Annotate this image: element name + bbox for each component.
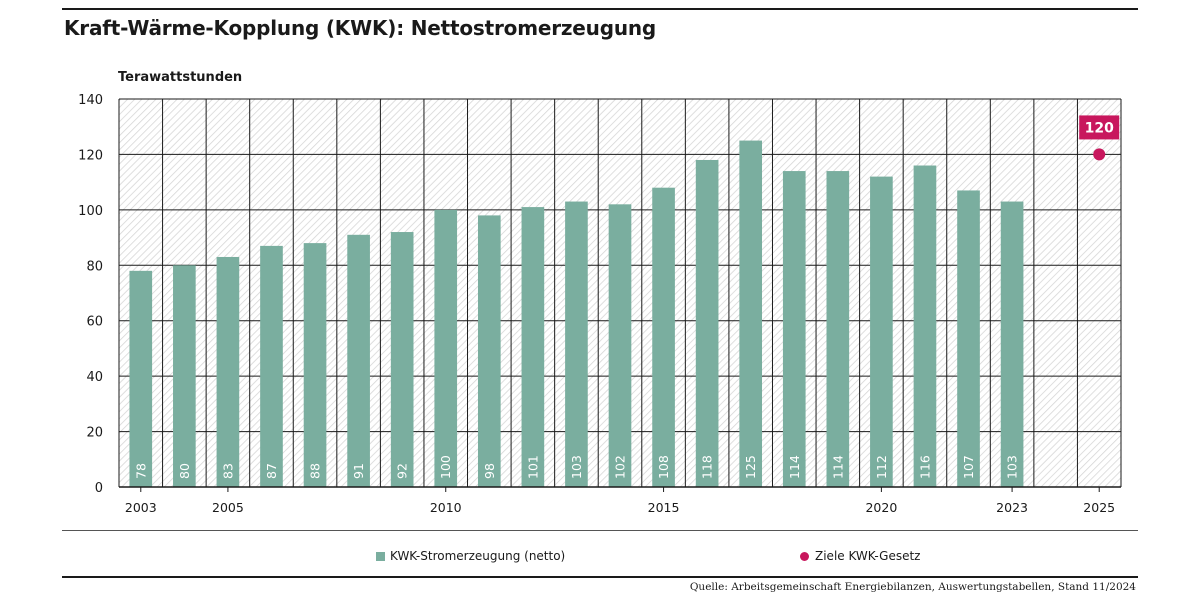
legend-swatch-bar [376, 551, 385, 561]
x-tick-label: 2015 [648, 500, 680, 515]
bar [652, 187, 675, 487]
bar [129, 270, 153, 487]
bottom-rule [62, 576, 1138, 578]
bar [216, 256, 240, 487]
bar [390, 232, 414, 487]
target-value-label: 120 [1085, 120, 1114, 136]
source-note: Quelle: Arbeitsgemeinschaft Energiebilan… [689, 581, 1136, 593]
legend-item-kwk-stromerzeugung: KWK-Stromerzeugung (netto) [376, 549, 565, 563]
bar [347, 234, 370, 487]
bar-value-label: 107 [961, 455, 976, 479]
y-tick-label: 140 [78, 93, 103, 108]
bar [739, 140, 763, 488]
bar-value-label: 114 [787, 455, 802, 479]
bar-value-label: 125 [743, 455, 758, 479]
top-rule [62, 8, 1138, 10]
bar [521, 207, 545, 488]
legend-label-bar: KWK-Stromerzeugung (netto) [390, 549, 566, 563]
target-value-badge [1079, 115, 1120, 140]
bar-chart: 78 80 83 87 88 91 92 100 98 101 103 102 108 118 125 114… [78, 93, 1122, 515]
y-tick-label: 0 [95, 481, 103, 496]
bar [303, 243, 327, 487]
bar-value-label: 80 [177, 463, 192, 479]
bar-value-label: 116 [917, 455, 932, 479]
bar-value-label: 91 [351, 463, 366, 479]
bar-value-label: 103 [569, 455, 584, 479]
target-markers: 120 [1079, 115, 1120, 161]
bar-value-label: 83 [220, 463, 235, 479]
legend-swatch-dot [800, 551, 809, 561]
bar [913, 165, 937, 487]
bars: 78 80 83 87 88 91 92 100 98 101 103 102 108 118 125 114… [129, 140, 1024, 488]
bar [870, 176, 893, 487]
chart-title: Kraft-Wärme-Kopplung (KWK): Nettostromer… [64, 16, 657, 40]
bar [782, 171, 806, 488]
bar [957, 190, 980, 487]
y-tick-label: 20 [86, 426, 103, 441]
x-tick-label: 2005 [212, 500, 244, 515]
bar [1000, 201, 1024, 488]
bar-value-label: 88 [308, 463, 323, 479]
x-tick-label: 2010 [430, 500, 462, 515]
bar [260, 245, 283, 487]
legend-divider [62, 530, 1138, 531]
y-tick-label: 80 [86, 259, 103, 274]
y-tick-label: 120 [78, 148, 103, 163]
target-point [1093, 148, 1106, 161]
y-tick-label: 100 [78, 204, 103, 219]
x-tick-label: 2020 [865, 500, 897, 515]
y-tick-label: 60 [86, 315, 103, 330]
bar [434, 209, 458, 487]
bar-value-label: 87 [264, 463, 279, 479]
bar-value-label: 108 [656, 455, 671, 479]
y-tick-label: 40 [86, 370, 103, 385]
bar [565, 201, 588, 488]
x-tick-label: 2003 [125, 500, 157, 515]
y-axis-unit-label: Terawattstunden [118, 70, 243, 85]
bar-value-label: 100 [438, 455, 453, 479]
bar-value-label: 101 [525, 455, 540, 479]
bar-value-label: 102 [613, 455, 628, 479]
bar-value-label: 112 [874, 455, 889, 479]
legend-label-target: Ziele KWK-Gesetz [815, 549, 921, 563]
bar-value-label: 98 [482, 463, 497, 479]
bar-value-label: 92 [395, 463, 410, 479]
bar-value-label: 114 [830, 455, 845, 479]
bar [608, 204, 632, 488]
bar [477, 215, 501, 487]
bar-value-label: 78 [133, 463, 148, 479]
bar-value-label: 118 [700, 455, 715, 479]
bar [173, 265, 196, 487]
axes: 0 20 40 60 80 100 120 140 2003 2005 2010 2015 2020 20… [78, 93, 1121, 515]
bar [695, 159, 719, 487]
x-tick-label: 2025 [1083, 500, 1115, 515]
bar [826, 171, 850, 488]
x-tick-label: 2023 [996, 500, 1028, 515]
legend-item-ziele-kwk-gesetz: Ziele KWK-Gesetz [800, 549, 920, 563]
bar-value-label: 103 [1005, 455, 1020, 479]
